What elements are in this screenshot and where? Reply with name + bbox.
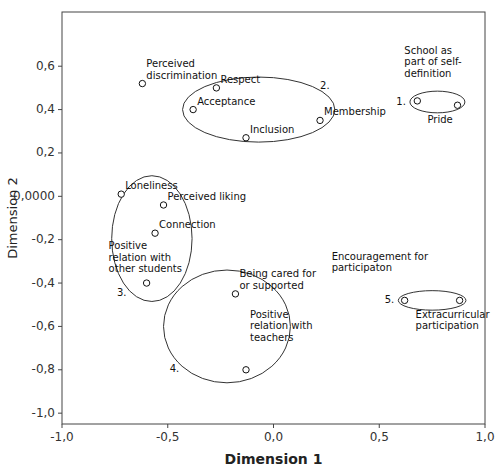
y-tick-label: -0,8: [32, 362, 55, 376]
point-label: Encouragement forparticipaton: [332, 251, 429, 274]
y-tick: [58, 413, 62, 414]
point-label: Acceptance: [197, 96, 255, 107]
y-tick: [58, 239, 62, 240]
y-tick: [58, 196, 62, 197]
y-tick-label: -1,0: [32, 406, 55, 420]
x-tick: [485, 424, 486, 428]
x-tick-label: 0,0: [264, 430, 283, 444]
x-tick: [62, 424, 63, 428]
point-label: Pride: [428, 114, 453, 125]
point-label: Perceived liking: [168, 191, 247, 202]
ellipse-label: 1.: [396, 96, 406, 107]
point: [243, 135, 249, 141]
annotations: 1. 2. 3. 4. 5. PerceiveddiscriminationRespect…: [109, 45, 491, 374]
group-ellipse: [410, 91, 465, 113]
group-ellipse: [183, 77, 335, 142]
y-tick-label: 0,2: [36, 145, 55, 159]
point: [454, 102, 460, 108]
y-tick-label: -0,2: [32, 232, 55, 246]
y-tick: [58, 326, 62, 327]
y-tick-label: 0,4: [36, 102, 55, 116]
axes: -1,0-0,50,00,51,0-1,0-0,8-0,6-0,4-0,20,0…: [13, 59, 495, 444]
point: [160, 202, 166, 208]
point: [143, 280, 149, 286]
point: [118, 191, 124, 197]
point: [401, 297, 407, 303]
point-label: Membership: [324, 106, 386, 117]
y-tick: [58, 369, 62, 370]
point-label: Being cared foror supported: [239, 268, 316, 291]
x-tick-label: -0,5: [156, 430, 179, 444]
y-axis-label: Dimension 2: [5, 177, 20, 259]
x-axis-label: Dimension 1: [225, 451, 323, 467]
point-label: Connection: [159, 219, 216, 230]
y-tick: [58, 283, 62, 284]
x-tick: [273, 424, 274, 428]
y-tick-label: 0,6: [36, 59, 55, 73]
ellipse-label: 5.: [385, 294, 395, 305]
point: [139, 80, 145, 86]
y-tick: [58, 66, 62, 67]
point-label: Extracurricularparticipation: [416, 309, 491, 332]
point: [213, 85, 219, 91]
point: [152, 230, 158, 236]
chart: -1,0-0,50,00,51,0-1,0-0,8-0,6-0,4-0,20,0…: [0, 0, 500, 472]
point: [243, 367, 249, 373]
y-tick-label: -0,4: [32, 276, 55, 290]
plot-frame: [62, 12, 485, 424]
ellipse-label: 2.: [320, 80, 330, 91]
x-tick-label: 1,0: [475, 430, 494, 444]
ellipse-label: 4.: [170, 363, 180, 374]
point-label: Positiverelation withteachers: [250, 309, 313, 343]
y-tick: [58, 109, 62, 110]
x-tick: [379, 424, 380, 428]
point-label: Positiverelation withother students: [109, 240, 182, 274]
point-label: Respect: [220, 74, 260, 85]
point-label: Inclusion: [250, 124, 294, 135]
group-ellipse: [398, 291, 466, 311]
x-tick: [167, 424, 168, 428]
point-label: School aspart of self-definition: [404, 45, 462, 79]
point: [456, 297, 462, 303]
point: [232, 291, 238, 297]
y-tick: [58, 152, 62, 153]
point-label: Perceiveddiscrimination: [146, 58, 217, 81]
ellipse-label: 3.: [117, 287, 127, 298]
point: [317, 117, 323, 123]
plot-area: [112, 77, 466, 383]
y-tick-label: -0,6: [32, 319, 55, 333]
point-label: Loneliness: [125, 180, 177, 191]
x-tick-label: 0,5: [370, 430, 389, 444]
x-tick-label: -1,0: [50, 430, 73, 444]
point: [414, 98, 420, 104]
point: [190, 106, 196, 112]
